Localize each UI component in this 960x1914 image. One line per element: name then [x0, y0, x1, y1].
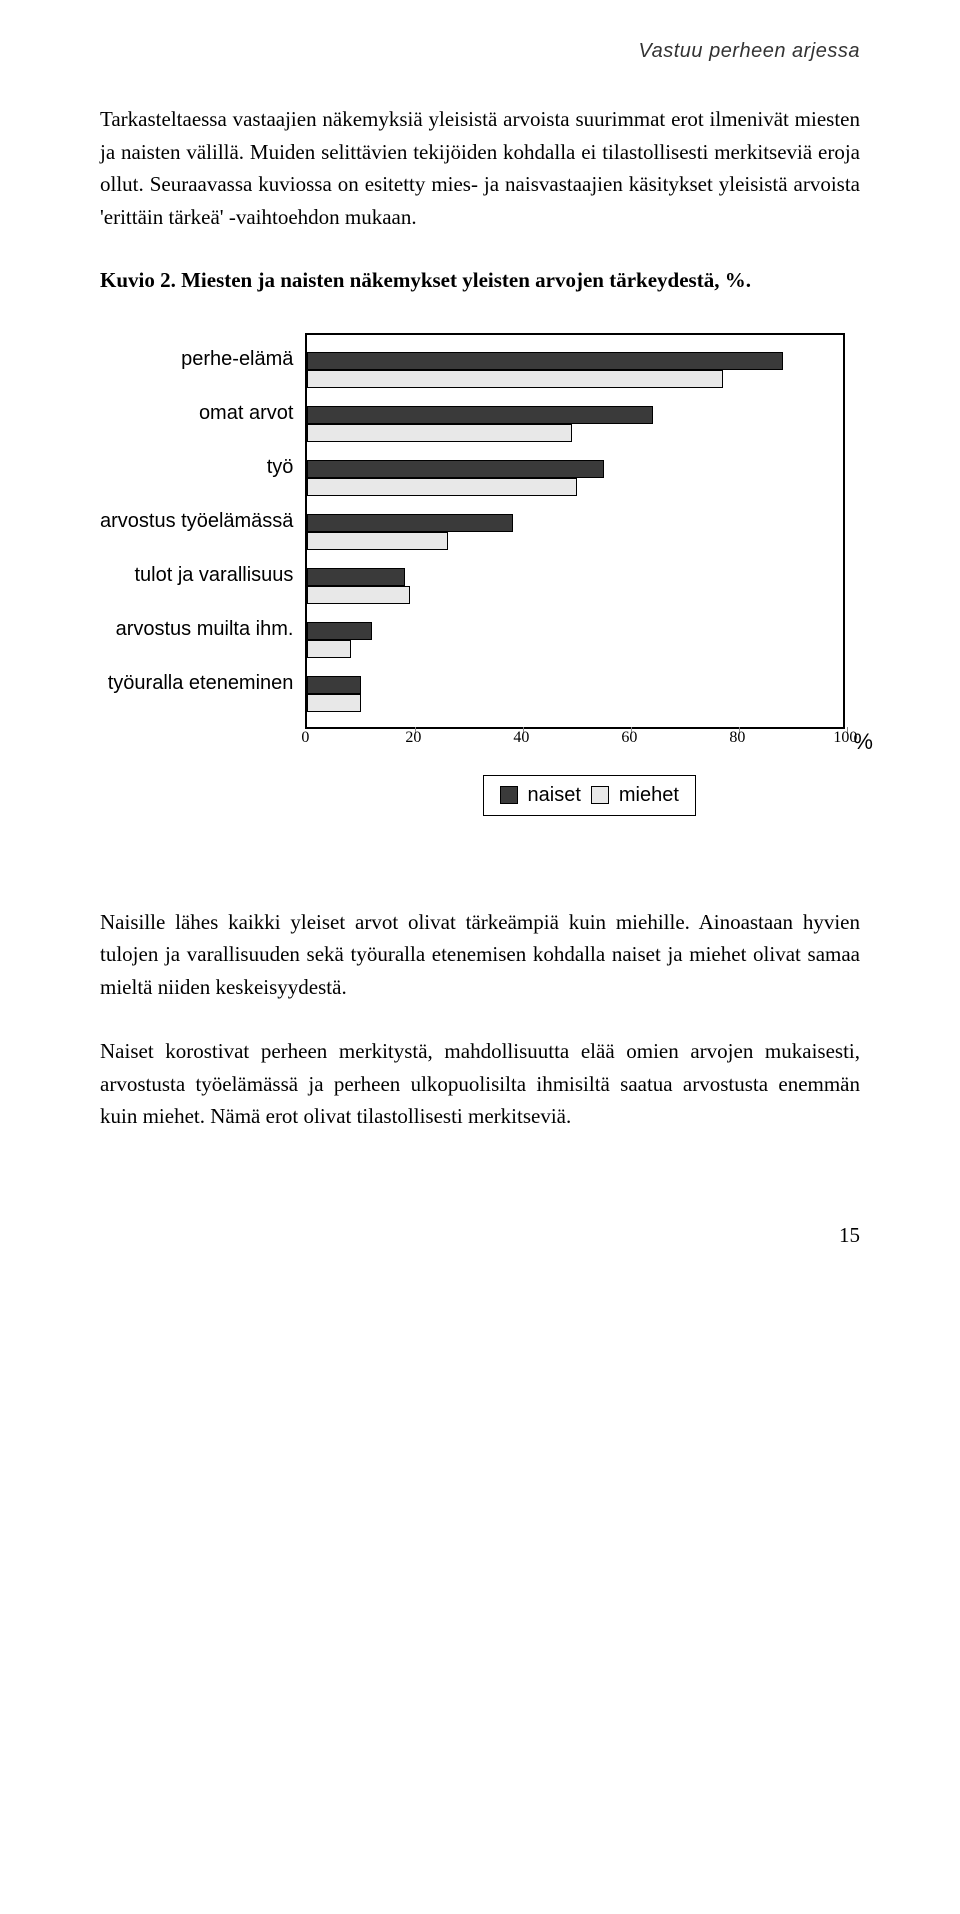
chart-bar-group — [307, 613, 843, 667]
bar-naiset — [307, 568, 404, 586]
paragraph-3: Naiset korostivat perheen merkitystä, ma… — [100, 1035, 860, 1133]
bar-naiset — [307, 622, 372, 640]
chart-legend: naiset miehet — [483, 775, 696, 816]
chart-x-tick: 0 — [301, 729, 309, 747]
chart-bar-group — [307, 667, 843, 721]
bar-miehet — [307, 478, 577, 496]
chart-bar-group — [307, 397, 843, 451]
legend-label: miehet — [619, 784, 679, 807]
chart-category-label: perhe-elämä — [181, 333, 297, 387]
running-header: Vastuu perheen arjessa — [100, 40, 860, 63]
bar-miehet — [307, 532, 447, 550]
bar-miehet — [307, 586, 410, 604]
legend-swatch — [500, 786, 518, 804]
chart-category-label: arvostus muilta ihm. — [116, 603, 298, 657]
bar-naiset — [307, 352, 782, 370]
legend-label: naiset — [528, 784, 581, 807]
bar-miehet — [307, 640, 350, 658]
chart: perhe-elämäomat arvottyöarvostus työeläm… — [100, 333, 860, 816]
bar-naiset — [307, 514, 512, 532]
bar-miehet — [307, 694, 361, 712]
bar-naiset — [307, 676, 361, 694]
chart-bar-group — [307, 505, 843, 559]
chart-category-label: työuralla eteneminen — [108, 657, 298, 711]
chart-x-tick: 20 — [405, 729, 421, 747]
bar-naiset — [307, 460, 604, 478]
chart-x-axis: 020406080100 — [305, 729, 845, 755]
page-number: 15 — [100, 1223, 860, 1248]
chart-x-tick: 40 — [513, 729, 529, 747]
bar-miehet — [307, 370, 723, 388]
chart-x-tick: 100 — [833, 729, 857, 747]
chart-category-label: työ — [267, 441, 298, 495]
bar-miehet — [307, 424, 572, 442]
paragraph-2: Naisille lähes kaikki yleiset arvot oliv… — [100, 906, 860, 1004]
chart-x-tick: 80 — [729, 729, 745, 747]
chart-y-labels: perhe-elämäomat arvottyöarvostus työeläm… — [100, 333, 305, 711]
chart-title: Kuvio 2. Miesten ja naisten näkemykset y… — [100, 265, 860, 297]
chart-plot-area — [305, 333, 845, 729]
chart-x-tick: 60 — [621, 729, 637, 747]
chart-bar-group — [307, 343, 843, 397]
paragraph-1: Tarkasteltaessa vastaajien näkemyksiä yl… — [100, 103, 860, 233]
chart-category-label: arvostus työelämässä — [100, 495, 297, 549]
chart-bar-group — [307, 451, 843, 505]
chart-bar-group — [307, 559, 843, 613]
legend-swatch — [591, 786, 609, 804]
chart-category-label: tulot ja varallisuus — [134, 549, 297, 603]
chart-category-label: omat arvot — [199, 387, 297, 441]
bar-naiset — [307, 406, 653, 424]
